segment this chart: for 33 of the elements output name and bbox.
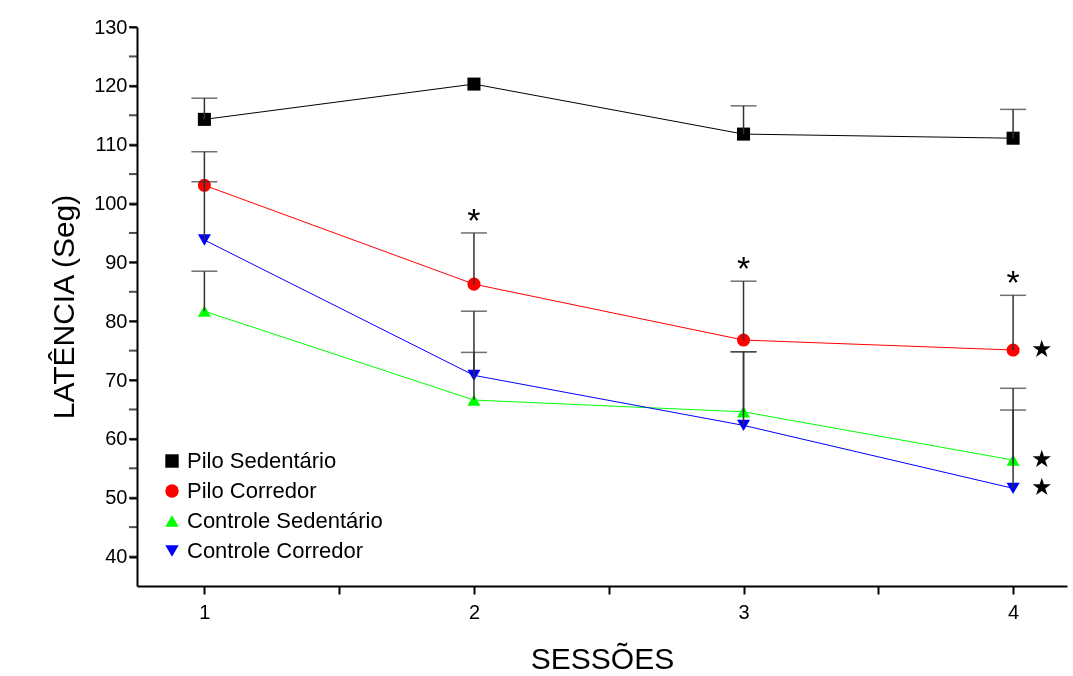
y-tick-label: 70	[105, 368, 128, 391]
annotation: ★	[1031, 473, 1053, 501]
annotation: *	[1006, 263, 1020, 302]
x-tick-label: 3	[738, 600, 750, 623]
y-tick-label: 40	[105, 545, 128, 568]
y-tick-label: 130	[94, 15, 128, 38]
y-tick-label: 120	[94, 74, 128, 97]
point	[197, 112, 211, 126]
point	[737, 333, 751, 347]
y-tick-label: 80	[105, 309, 128, 332]
y-tick-label: 100	[94, 192, 128, 215]
legend-label: Pilo Corredor	[187, 478, 317, 503]
point	[1006, 131, 1020, 145]
annotation: *	[467, 200, 481, 239]
x-tick-label: 4	[1008, 600, 1020, 623]
x-tick-label: 2	[468, 600, 481, 623]
legend-label: Controle Sedentário	[187, 508, 383, 533]
x-axis-title: SESSÕES	[530, 641, 675, 675]
legend-label: Pilo Sedentário	[187, 448, 337, 473]
y-tick-label: 90	[105, 250, 128, 273]
y-tick-label: 60	[105, 427, 128, 450]
annotation: ★	[1031, 335, 1053, 363]
annotation: ★	[1031, 445, 1053, 473]
legend-label: Controle Corredor	[187, 538, 364, 563]
y-tick-label: 50	[105, 486, 128, 509]
x-tick-label: 1	[199, 600, 211, 623]
point	[467, 77, 481, 91]
point	[737, 127, 751, 141]
annotation: *	[736, 249, 751, 288]
y-axis-title: LATÊNCIA (Seg)	[47, 194, 81, 420]
point	[197, 234, 211, 246]
y-tick-label: 110	[95, 133, 128, 156]
point	[197, 305, 211, 317]
